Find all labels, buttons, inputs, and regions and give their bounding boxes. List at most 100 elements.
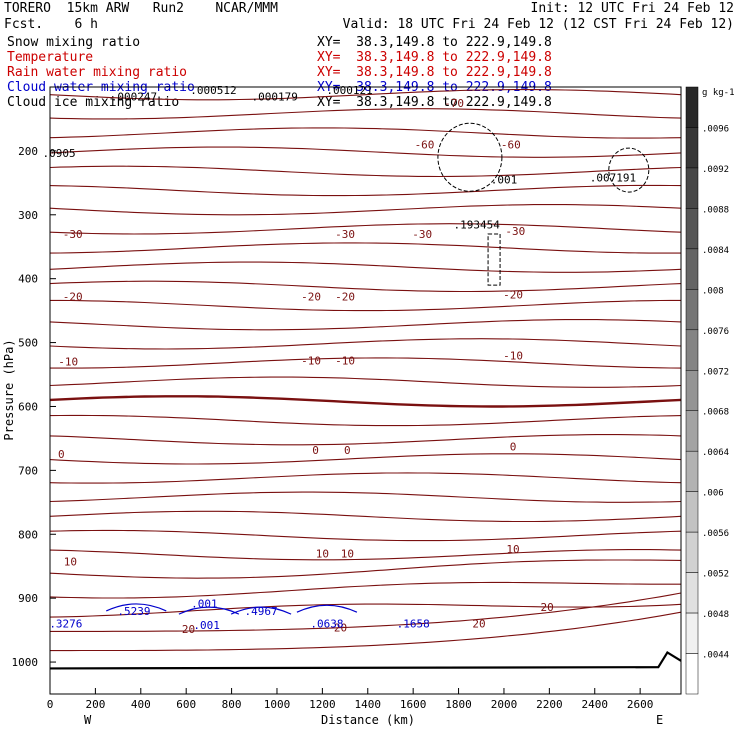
isotherm-line [50,611,682,652]
plot-frame [49,86,682,695]
colorbar-label: .0052 [702,570,729,580]
colorbar-segment [685,612,699,654]
y-tick-label: 500 [18,337,38,350]
y-tick-label: 900 [18,592,38,605]
x-tick-label: 800 [222,698,242,711]
x-tick-label: 1200 [309,698,336,711]
colorbar-label: .0056 [702,529,729,539]
maximum-label: .001 [191,597,218,610]
temperature-label: 0 [58,448,65,461]
temperature-label: -70 [444,97,464,110]
isotherm-line [49,434,682,446]
isotherm-line [49,108,682,120]
colorbar-label: .0088 [702,205,729,215]
x-tick-label: 1400 [355,698,382,711]
x-axis-label: Distance (km) [321,713,415,727]
temperature-label: 10 [316,547,329,560]
colorbar-label: .0076 [702,327,729,337]
x-tick-label: 0 [47,698,54,711]
x-tick-label: 400 [131,698,151,711]
cloud-ice-contour [608,147,650,193]
isotherm-line [49,559,682,579]
terrain-line [49,650,682,670]
isotherm-line [49,472,682,484]
temperature-label: 0 [510,441,517,454]
isotherm-line [49,319,682,331]
maximum-label: .4967 [245,605,278,618]
colorbar-label: .0072 [702,367,729,377]
cloud-water-contour [296,604,358,613]
isotherm-line [49,165,682,178]
temperature-contours [49,89,682,670]
colorbar-segment [685,653,699,695]
y-tick-label: 400 [18,273,38,286]
snow-contour [487,233,501,286]
temperature-label: 10 [506,543,519,556]
field-xy: XY= 38.3,149.8 to 222.9,149.8 [317,65,552,80]
colorbar-label: .0044 [702,651,729,661]
x-tick-label: 1800 [445,698,472,711]
isotherm-line [49,184,682,197]
colorbar-segment [685,329,699,371]
isotherm-line [49,376,682,388]
x-tick-label: 2400 [581,698,608,711]
colorbar-segment [685,208,699,250]
cloud-water-contour [230,606,292,615]
temperature-label: -60 [415,139,435,152]
y-tick-label: 1000 [12,656,39,669]
colorbar-label: .0092 [702,165,729,175]
field-name: Temperature [7,50,94,65]
isotherm-line [49,89,682,101]
colorbar-segment [685,289,699,331]
colorbar-segment [685,127,699,169]
temperature-label: 20 [182,623,195,636]
field-xy: XY= 38.3,149.8 to 222.9,149.8 [317,35,552,50]
temperature-label: -10 [301,354,321,367]
x-tick-label: 2000 [491,698,518,711]
temperature-label: -20 [301,291,321,304]
colorbar-segment [685,531,699,573]
x-tick-label: 2600 [627,698,654,711]
isotherm-line [49,510,682,523]
y-axis-label: Pressure (hPa) [2,339,16,440]
isotherm-line [49,395,682,408]
x-tick-label: 600 [176,698,196,711]
colorbar-label: .008 [702,286,724,296]
maximum-label: .007191 [590,172,636,185]
maximum-label: .001 [491,174,518,187]
isotherm-line [49,261,682,273]
temperature-label: -10 [335,354,355,367]
colorbar-segment [685,410,699,452]
temperature-label: 20 [472,618,485,631]
temperature-label: -20 [335,291,355,304]
colorbar-segment [685,491,699,533]
isotherm-line [49,280,682,293]
isotherm-line [49,453,682,465]
isotherm-line [49,223,682,235]
isotherm-line [50,592,682,632]
y-tick-label: 600 [18,400,38,413]
maximum-label: .000247 [111,91,157,104]
maximum-label: .193454 [454,218,501,231]
y-tick-label: 200 [18,145,38,158]
colorbar-segment [685,167,699,209]
x-tick-label: 2200 [536,698,563,711]
isotherm-line [49,414,682,427]
maximum-label: .000512 [190,84,236,97]
cloud-water-contour [178,606,240,615]
isotherm-line [49,491,682,503]
x-tick-label: 200 [85,698,105,711]
colorbar-segment [685,572,699,614]
temperature-label: -30 [63,228,83,241]
init-time: Init: 12 UTC Fri 24 Feb 12 [530,1,735,16]
field-name: Rain water mixing ratio [7,65,188,80]
y-tick-label: 700 [18,464,38,477]
temperature-label: -20 [503,289,523,302]
colorbar-unit: g kg-1 [702,88,735,98]
colorbar-label: .0048 [702,610,729,620]
axes: 0 200 400 600 800 1000 1200 1400 1600 1800 2000 220… [12,145,654,711]
temperature-label: 0 [344,444,351,457]
y-tick-label: 300 [18,209,38,222]
maximum-label: .1658 [397,618,430,631]
